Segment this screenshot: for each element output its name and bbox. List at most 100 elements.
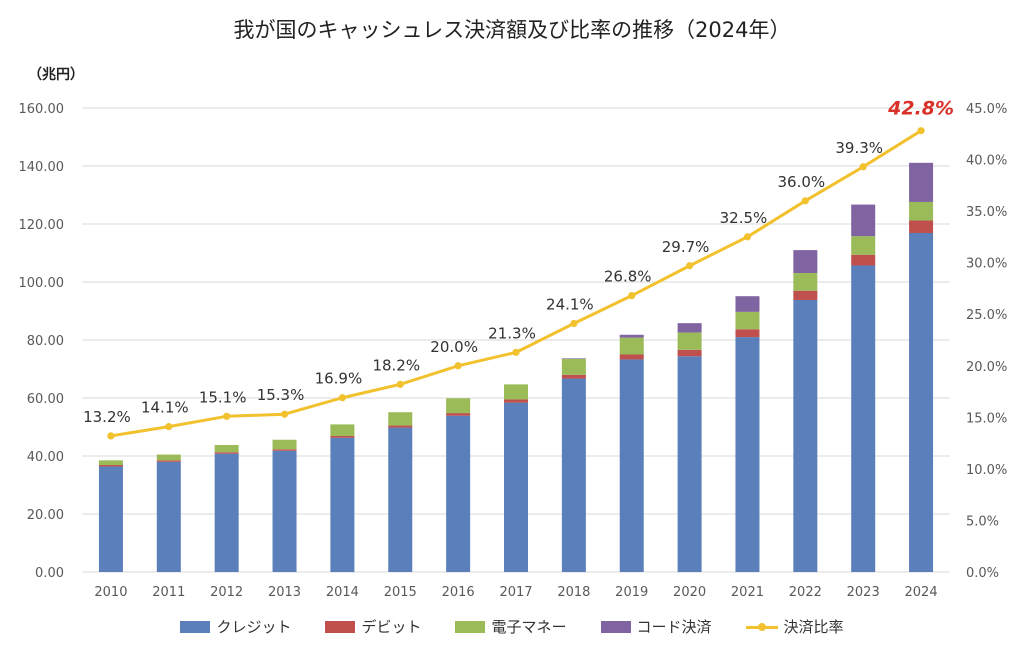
bar-credit-2017: [504, 402, 528, 572]
x-tick-label: 2022: [789, 585, 822, 600]
bar-code-2021: [735, 296, 760, 312]
bar-credit-2012: [214, 453, 239, 572]
bar-debit-2024: [909, 220, 934, 233]
x-tick-label: 2023: [847, 585, 880, 600]
y-left-tick-label: 0.00: [35, 566, 64, 581]
y-left-tick-label: 120.00: [19, 218, 65, 233]
legend-label: デビット: [361, 618, 422, 636]
legend-label: クレジット: [216, 618, 292, 636]
ratio-data-label: 39.3%: [835, 139, 883, 157]
ratio-data-label: 15.1%: [199, 388, 247, 406]
ratio-point: [338, 394, 346, 402]
bar-debit-2017: [504, 399, 528, 403]
x-tick-label: 2021: [731, 585, 764, 600]
bar-credit-2013: [272, 450, 297, 572]
x-tick-label: 2014: [326, 585, 359, 600]
y-left-tick-label: 40.00: [27, 450, 64, 465]
bar-code-2020: [677, 323, 702, 333]
ratio-point: [859, 163, 867, 171]
ratio-point: [686, 262, 694, 270]
bar-credit-2011: [156, 461, 181, 572]
legend-item-credit: クレジット: [180, 616, 291, 637]
y-right-tick-label: 25.0%: [966, 308, 1007, 323]
x-tick-label: 2013: [268, 585, 301, 600]
y-right-tick-label: 0.0%: [966, 566, 999, 581]
ratio-point: [570, 319, 578, 328]
y-right-tick-label: 5.0%: [966, 514, 999, 529]
bar-code-2022: [793, 250, 818, 274]
ratio-data-label: 29.7%: [662, 238, 710, 256]
bar-debit-2020: [677, 349, 702, 357]
ratio-data-label: 42.8%: [887, 98, 954, 120]
bar-emoney-2020: [677, 332, 702, 350]
y-right-tick-label: 20.0%: [966, 360, 1007, 375]
legend-label: 電子マネー: [491, 618, 567, 636]
ratio-point: [628, 292, 636, 300]
legend-swatch-debit: [325, 620, 356, 633]
bar-credit-2015: [388, 427, 413, 572]
bar-emoney-2012: [214, 444, 239, 453]
legend-swatch-credit: [180, 620, 211, 633]
x-tick-label: 2019: [615, 585, 648, 600]
chart-legend: クレジット デビット 電子マネー コード決済 決済比率: [0, 616, 1024, 637]
bar-code-2023: [851, 204, 876, 237]
x-tick-label: 2016: [442, 585, 475, 600]
bar-credit-2020: [677, 356, 702, 572]
x-tick-label: 2015: [384, 585, 417, 600]
ratio-data-label: 20.0%: [430, 338, 478, 356]
legend-item-debit: デビット: [325, 616, 421, 637]
ratio-data-label: 16.9%: [315, 370, 363, 388]
y-right-tick-label: 45.0%: [966, 102, 1007, 117]
x-tick-label: 2012: [210, 585, 243, 600]
chart-title: 我が国のキャッシュレス決済額及び比率の推移（2024年）: [233, 18, 791, 42]
bar-credit-2018: [561, 378, 586, 572]
bar-emoney-2013: [272, 439, 297, 450]
y-right-tick-label: 35.0%: [966, 205, 1007, 220]
y-left-tick-label: 140.00: [19, 160, 65, 175]
bar-code-2019: [619, 334, 644, 338]
bar-debit-2013: [272, 449, 297, 451]
bar-credit-2019: [619, 359, 644, 572]
y-left-tick-label: 160.00: [19, 102, 65, 117]
bar-emoney-2018: [561, 358, 586, 375]
bar-debit-2023: [851, 254, 876, 266]
bar-code-2018: [561, 358, 586, 359]
bar-emoney-2022: [793, 273, 818, 291]
bar-debit-2015: [388, 425, 413, 428]
ratio-point: [454, 362, 462, 370]
legend-swatch-code: [600, 620, 631, 633]
ratio-point: [917, 127, 925, 135]
bar-debit-2021: [735, 329, 760, 338]
bar-emoney-2024: [909, 201, 934, 221]
bar-credit-2023: [851, 265, 876, 572]
x-tick-label: 2020: [673, 585, 706, 600]
legend-swatch-ratio: [745, 621, 778, 633]
legend-label: 決済比率: [783, 618, 844, 636]
bar-debit-2011: [156, 460, 181, 462]
bar-credit-2014: [330, 437, 355, 572]
bar-code-2024: [909, 162, 934, 202]
bar-debit-2018: [561, 374, 586, 379]
y-left-tick-label: 100.00: [19, 276, 65, 291]
bar-emoney-2023: [851, 236, 876, 255]
x-tick-label: 2018: [557, 585, 590, 600]
ratio-data-label: 36.0%: [778, 173, 826, 191]
bar-credit-2010: [98, 466, 123, 572]
bar-debit-2016: [446, 413, 471, 416]
ratio-data-label: 15.3%: [257, 386, 305, 404]
y-right-tick-label: 10.0%: [966, 463, 1007, 478]
y-left-tick-label: 20.00: [27, 508, 64, 523]
ratio-point: [512, 348, 520, 356]
ratio-data-label: 13.2%: [83, 408, 131, 426]
bar-emoney-2016: [446, 398, 471, 414]
y-left-tick-label: 80.00: [27, 334, 64, 349]
bar-debit-2014: [330, 435, 355, 438]
bar-debit-2022: [793, 290, 818, 300]
ratio-point: [107, 432, 115, 440]
ratio-data-label: 24.1%: [546, 296, 594, 314]
bar-emoney-2019: [619, 337, 644, 355]
bar-credit-2016: [446, 415, 471, 572]
legend-item-ratio: 決済比率: [745, 616, 844, 637]
